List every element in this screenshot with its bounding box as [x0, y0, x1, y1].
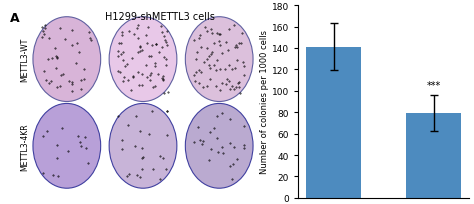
Text: H1299-shMETTL3 cells: H1299-shMETTL3 cells — [105, 12, 215, 22]
Text: METTL3-WT: METTL3-WT — [20, 38, 29, 82]
Ellipse shape — [109, 104, 177, 188]
Ellipse shape — [185, 18, 253, 102]
Bar — [306, 48, 361, 198]
Bar — [406, 114, 462, 198]
Text: A: A — [10, 12, 20, 25]
Ellipse shape — [185, 104, 253, 188]
Ellipse shape — [33, 18, 100, 102]
Text: ***: *** — [427, 80, 441, 90]
Ellipse shape — [33, 104, 100, 188]
Ellipse shape — [109, 18, 177, 102]
Y-axis label: Number of colonies per 1000 cells: Number of colonies per 1000 cells — [260, 30, 269, 174]
Text: METTL3-4KR: METTL3-4KR — [20, 122, 29, 170]
